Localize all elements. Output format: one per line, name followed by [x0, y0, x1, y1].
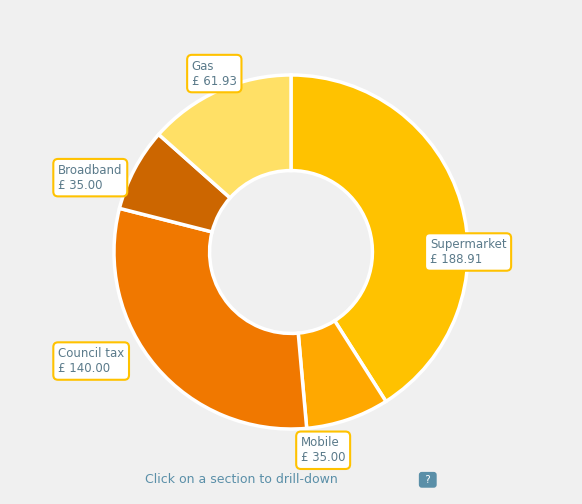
Text: Broadband
£ 35.00: Broadband £ 35.00	[58, 164, 123, 192]
Text: Click on a section to drill-down: Click on a section to drill-down	[145, 473, 338, 486]
Wedge shape	[291, 75, 468, 401]
Wedge shape	[114, 208, 307, 429]
Wedge shape	[298, 321, 386, 428]
Text: Council tax
£ 140.00: Council tax £ 140.00	[58, 347, 125, 375]
Text: Mobile
£ 35.00: Mobile £ 35.00	[301, 436, 345, 464]
Wedge shape	[119, 135, 230, 232]
Text: Supermarket
£ 188.91: Supermarket £ 188.91	[430, 238, 506, 266]
Wedge shape	[159, 75, 291, 198]
Text: ?: ?	[422, 475, 434, 485]
Text: Gas
£ 61.93: Gas £ 61.93	[192, 59, 237, 88]
